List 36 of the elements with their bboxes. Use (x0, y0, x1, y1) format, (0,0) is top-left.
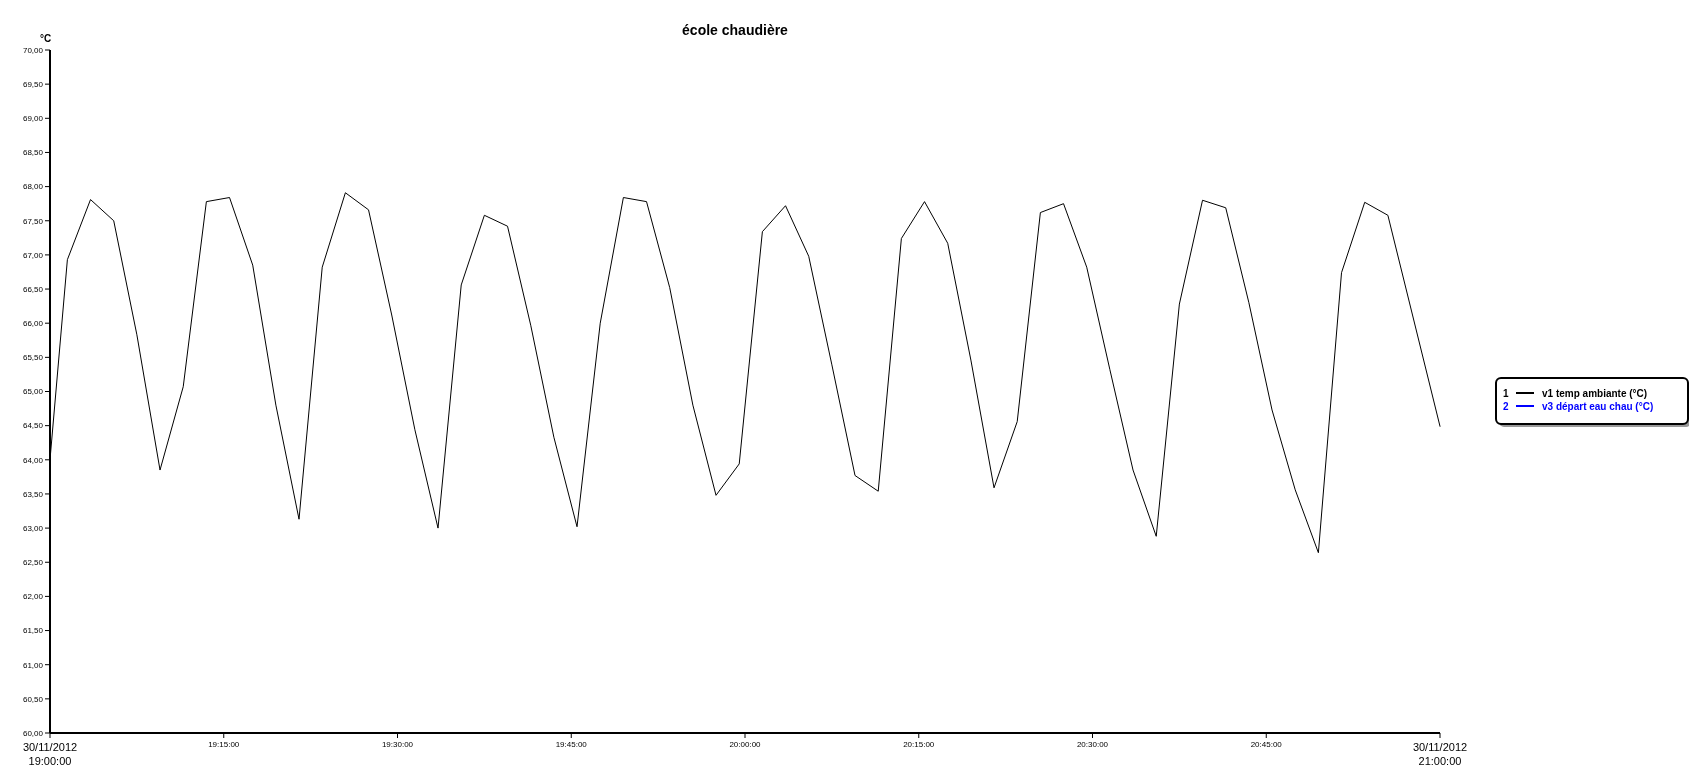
text: 1 (1503, 387, 1509, 399)
y-tick-label: 65,50 (22, 353, 44, 363)
x-tick-label: 30/11/2012 19:00:00 (22, 741, 78, 767)
y-tick-label: 68,00 (22, 182, 44, 192)
y-tick-label: 66,50 (22, 284, 44, 294)
y-tick-label: 60,00 (22, 728, 44, 738)
x-tick-label: 19:15:00 (208, 740, 240, 749)
y-tick-label: 63,00 (22, 523, 44, 533)
y-tick-label: 60,50 (22, 694, 44, 704)
x-tick-label: 20:00:00 (729, 740, 762, 749)
y-tick-label: 63,50 (22, 489, 44, 499)
y-tick-label: 62,50 (22, 558, 44, 568)
y-tick-label: 70,00 (22, 45, 44, 55)
y-tick-label: 68,50 (22, 148, 44, 158)
y-tick-label: 64,00 (22, 455, 44, 465)
legend-label: v1 temp ambiante (°C) (1542, 387, 1648, 399)
text: 2 (1503, 400, 1509, 412)
y-tick-label: 69,50 (22, 79, 44, 89)
y-tick-label: 65,00 (22, 387, 44, 397)
x-tick-label: 20:45:00 (1250, 740, 1283, 749)
y-axis-title: °C (40, 33, 52, 44)
y-tick-label: 67,00 (22, 250, 44, 260)
x-tick-label: 19:30:00 (381, 740, 414, 749)
x-tick-label: 19:45:00 (555, 740, 588, 749)
x-tick-label: 20:30:00 (1076, 740, 1109, 749)
y-tick-label: 64,50 (22, 421, 44, 431)
y-tick-label: 67,50 (22, 216, 44, 226)
y-tick-label: 69,00 (22, 114, 44, 124)
x-tick-label: 20:15:00 (903, 740, 935, 749)
y-tick-label: 61,50 (22, 626, 44, 636)
chart-title: école chaudière (682, 22, 789, 38)
y-tick-label: 62,00 (22, 592, 44, 602)
y-tick-label: 61,00 (22, 660, 44, 670)
y-tick-label: 66,00 (22, 319, 44, 328)
legend-label: v3 départ eau chau (°C) (1542, 400, 1654, 412)
x-tick-label: 30/11/2012 21:00:00 (1412, 741, 1468, 767)
